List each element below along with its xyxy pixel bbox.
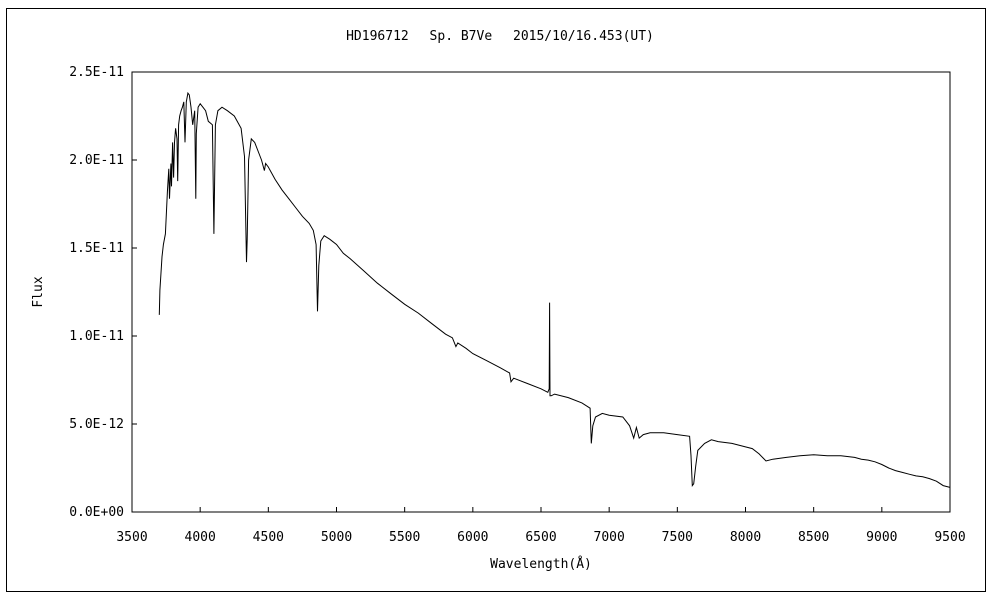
x-axis: 3500 4000 4500 5000 5500 6000 6500 7000 7500 8000… <box>116 507 966 545</box>
x-tick-label: 7000 <box>594 530 625 545</box>
y-tick-label: 1.5E-11 <box>69 241 124 256</box>
x-tick-label: 9000 <box>866 530 897 545</box>
x-tick-label: 3500 <box>116 530 147 545</box>
y-tick-label: 0.0E+00 <box>69 505 124 520</box>
x-tick-label: 8500 <box>798 530 829 545</box>
x-tick-label: 5000 <box>321 530 352 545</box>
x-tick-label: 4500 <box>253 530 284 545</box>
x-axis-label: Wavelength(Å) <box>490 556 592 572</box>
x-tick-label: 6500 <box>525 530 556 545</box>
chart-title: HD196712 Sp. B7Ve 2015/10/16.453(UT) <box>346 29 654 44</box>
y-tick-label: 2.0E-11 <box>69 153 124 168</box>
spectrum-series-line <box>158 91 951 488</box>
x-tick-label: 4000 <box>185 530 216 545</box>
x-tick-label: 5500 <box>389 530 420 545</box>
x-tick-label: 7500 <box>662 530 693 545</box>
x-tick-label: 6000 <box>457 530 488 545</box>
y-axis: 0.0E+00 5.0E-12 1.0E-11 1.5E-11 2.0E-11 2.5E-… <box>69 65 137 520</box>
x-tick-label: 9500 <box>934 530 965 545</box>
chart-frame <box>6 8 986 592</box>
y-tick-label: 1.0E-11 <box>69 329 124 344</box>
y-tick-label: 2.5E-11 <box>69 65 124 80</box>
plot-area <box>131 71 951 513</box>
y-axis-label: Flux <box>31 276 46 307</box>
y-tick-label: 5.0E-12 <box>69 417 124 432</box>
x-tick-label: 8000 <box>730 530 761 545</box>
